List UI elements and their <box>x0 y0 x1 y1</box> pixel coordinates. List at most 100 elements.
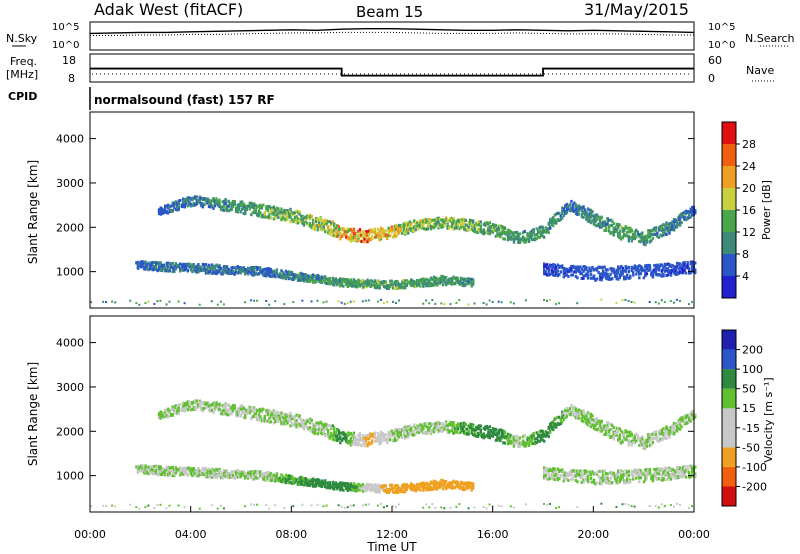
data-cell <box>417 279 421 283</box>
data-cell <box>583 211 587 215</box>
data-cell <box>346 230 350 233</box>
data-cell <box>580 215 584 219</box>
data-cell <box>287 270 291 274</box>
data-cell <box>438 276 442 280</box>
data-cell <box>556 211 559 215</box>
data-cell <box>200 265 203 269</box>
data-cell <box>244 301 246 304</box>
data-cell <box>318 224 321 227</box>
data-cell <box>384 286 387 289</box>
data-cell <box>287 277 291 281</box>
data-cell <box>144 260 147 264</box>
data-cell <box>382 302 385 305</box>
data-cell <box>321 276 324 280</box>
data-cell <box>262 407 265 411</box>
data-cell <box>629 276 632 280</box>
data-cell <box>287 273 291 277</box>
data-cell <box>174 267 177 271</box>
data-cell <box>526 237 529 241</box>
data-cell <box>592 220 596 224</box>
data-cell <box>219 272 223 276</box>
data-cell <box>358 279 362 283</box>
data-cell <box>200 202 203 205</box>
data-cell <box>260 215 263 219</box>
data-cell <box>496 230 499 234</box>
data-cell <box>213 200 217 204</box>
data-cell <box>225 209 229 213</box>
data-cell <box>345 281 348 285</box>
data-cell <box>212 206 215 210</box>
data-cell <box>177 406 180 410</box>
data-cell <box>352 278 356 282</box>
data-cell <box>420 223 424 227</box>
data-cell <box>464 223 467 227</box>
data-cell <box>472 220 475 224</box>
data-cell <box>393 233 396 237</box>
data-cell <box>238 266 241 270</box>
data-cell <box>379 235 383 239</box>
data-cell <box>260 271 263 275</box>
data-cell <box>364 299 367 302</box>
data-cell <box>521 239 525 243</box>
data-cell <box>352 431 356 435</box>
data-cell <box>361 235 365 239</box>
data-cell <box>570 199 573 203</box>
data-cell <box>269 208 273 212</box>
data-cell <box>475 230 478 234</box>
data-cell <box>213 271 217 275</box>
data-cell <box>422 279 425 283</box>
data-cell <box>635 228 638 232</box>
data-cell <box>612 425 615 429</box>
data-cell <box>506 228 510 232</box>
data-cell <box>325 221 328 225</box>
data-cell <box>447 218 451 222</box>
data-cell <box>384 229 387 233</box>
data-cell <box>180 267 183 271</box>
data-cell <box>260 206 263 210</box>
data-cell <box>215 272 218 276</box>
data-cell <box>568 203 572 207</box>
data-cell <box>393 286 396 290</box>
noise-right-label: N.Search <box>745 32 795 45</box>
data-cell <box>537 235 540 239</box>
data-cell <box>623 234 626 238</box>
noise-panel: N.Sky 10^5 10^0 10^5 10^0 N.Search <box>6 21 795 51</box>
data-cell <box>200 196 203 200</box>
data-cell <box>331 220 334 224</box>
data-cell <box>458 282 461 286</box>
data-cell <box>456 280 460 284</box>
data-cell <box>256 272 259 276</box>
data-cell <box>422 277 425 281</box>
data-cell <box>378 286 381 290</box>
data-cell <box>651 236 655 240</box>
data-cell <box>565 205 568 209</box>
data-cell <box>216 303 219 306</box>
data-cell <box>588 219 591 223</box>
data-cell <box>195 202 199 206</box>
data-cell <box>393 230 396 234</box>
data-cell <box>210 267 214 271</box>
data-cell <box>200 204 203 208</box>
data-cell <box>235 266 238 270</box>
data-cell <box>333 224 336 228</box>
data-cell <box>367 238 371 242</box>
data-cell <box>182 197 185 201</box>
data-cell <box>609 218 612 222</box>
data-cell <box>228 272 232 275</box>
data-cell <box>322 301 325 304</box>
data-cell <box>509 230 513 234</box>
data-cell <box>251 273 254 277</box>
data-cell <box>479 424 482 428</box>
data-cell <box>370 235 374 239</box>
data-cell <box>230 205 233 209</box>
data-cell <box>168 205 171 209</box>
data-cell <box>395 302 397 304</box>
data-cell <box>440 218 443 222</box>
data-cell <box>135 261 138 265</box>
data-cell <box>280 210 283 214</box>
data-cell <box>674 219 677 223</box>
data-cell <box>381 280 384 284</box>
data-cell <box>517 241 520 244</box>
data-cell <box>434 224 437 228</box>
data-cell <box>144 266 147 270</box>
